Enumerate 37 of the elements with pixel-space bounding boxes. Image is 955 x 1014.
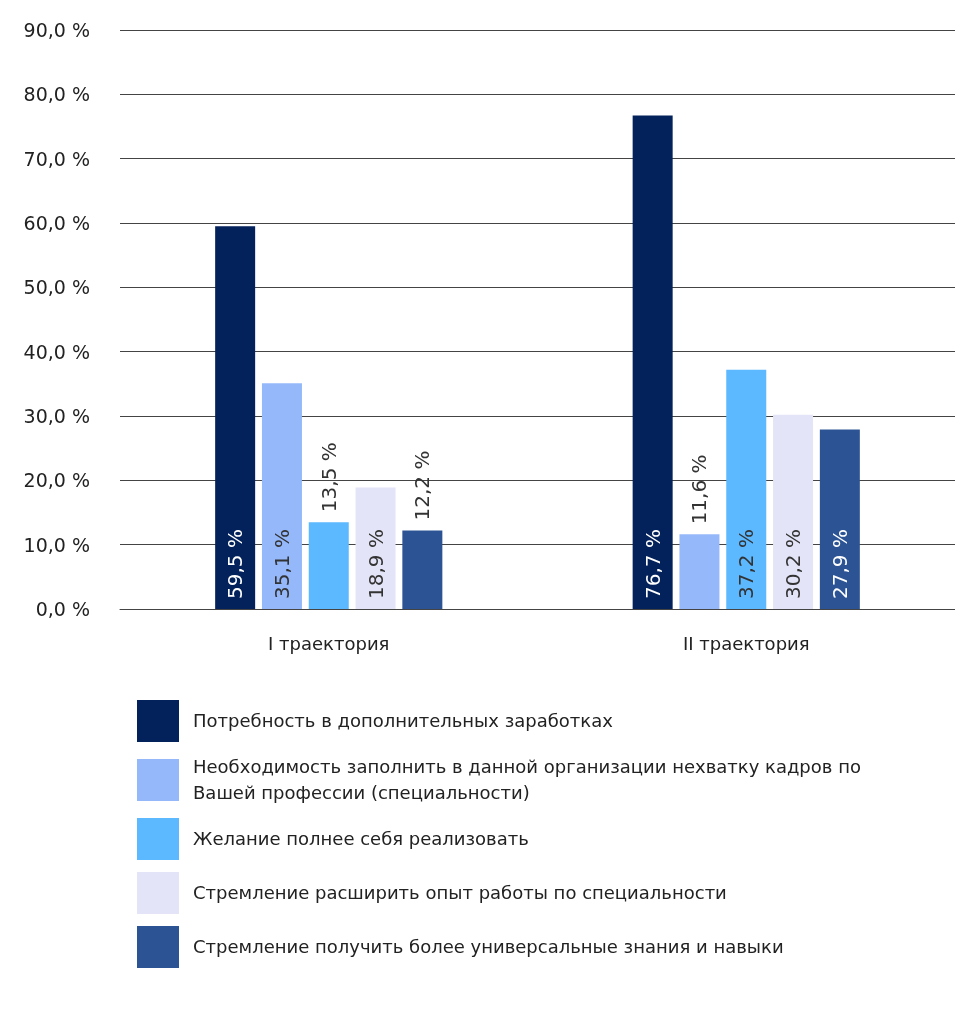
bar bbox=[632, 115, 673, 609]
y-tick-label: 10,0 % bbox=[23, 533, 90, 556]
y-tick-label: 40,0 % bbox=[23, 340, 90, 363]
bar bbox=[726, 369, 767, 609]
data-label: 12,2 % bbox=[410, 450, 435, 521]
data-label: 35,1 % bbox=[269, 529, 294, 599]
data-label: 30,2 % bbox=[781, 529, 806, 599]
legend-label: Стремление расширить опыт работы по специальности bbox=[193, 881, 727, 905]
data-label: 18,9 % bbox=[363, 529, 388, 599]
data-label: 13,5 % bbox=[316, 442, 341, 513]
x-tick-label: I траектория bbox=[268, 632, 390, 654]
y-tick-label: 50,0 % bbox=[23, 276, 90, 299]
bar bbox=[261, 383, 302, 609]
bar bbox=[773, 414, 814, 609]
data-label: 37,2 % bbox=[734, 529, 759, 599]
legend-label: Стремление получить более универсальные знания и навыки bbox=[193, 935, 784, 959]
y-tick-label: 60,0 % bbox=[23, 212, 90, 234]
y-tick-label: 90,0 % bbox=[23, 19, 90, 41]
bar bbox=[355, 487, 396, 609]
y-tick-label: 0,0 % bbox=[35, 598, 90, 620]
bar bbox=[308, 522, 349, 609]
bar bbox=[402, 530, 443, 609]
data-label: 11,6 % bbox=[687, 454, 712, 525]
y-tick-label: 70,0 % bbox=[23, 147, 90, 170]
data-label: 59,5 % bbox=[223, 529, 248, 599]
legend-label: Потребность в дополнительных заработках bbox=[193, 709, 613, 733]
bar bbox=[819, 429, 860, 609]
y-tick-label: 80,0 % bbox=[23, 83, 90, 106]
x-tick-label: II траектория bbox=[682, 632, 810, 654]
data-label: 27,9 % bbox=[827, 529, 852, 599]
y-tick-label: 20,0 % bbox=[23, 469, 90, 492]
legend-label: Желание полнее себя реализовать bbox=[193, 827, 529, 851]
bar bbox=[679, 534, 720, 609]
data-label: 76,7 % bbox=[640, 529, 665, 599]
legend-label: Необходимость заполнить в данной организации нехватку кадров по Вашей профессии (специальности) bbox=[193, 755, 862, 805]
bar bbox=[215, 226, 256, 609]
y-tick-label: 30,0 % bbox=[23, 405, 90, 427]
